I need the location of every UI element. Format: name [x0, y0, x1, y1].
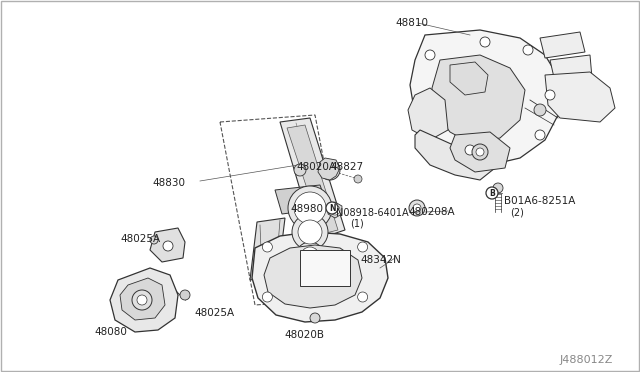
Circle shape	[180, 290, 190, 300]
Bar	[300, 250, 350, 286]
Polygon shape	[250, 218, 285, 280]
Circle shape	[298, 220, 322, 244]
Polygon shape	[275, 185, 328, 214]
Text: 48342N: 48342N	[360, 255, 401, 265]
Circle shape	[523, 45, 533, 55]
Circle shape	[534, 104, 546, 116]
Text: 48020A: 48020A	[296, 162, 336, 172]
Circle shape	[480, 37, 490, 47]
Circle shape	[137, 295, 147, 305]
Text: N08918-6401A: N08918-6401A	[336, 208, 408, 218]
Circle shape	[132, 290, 152, 310]
Text: 48827: 48827	[330, 162, 363, 172]
Text: 48025A: 48025A	[194, 308, 234, 318]
Polygon shape	[264, 245, 362, 308]
Circle shape	[288, 186, 332, 230]
Polygon shape	[408, 88, 448, 140]
Text: 48980: 48980	[290, 204, 323, 214]
Circle shape	[476, 148, 484, 156]
Circle shape	[292, 214, 328, 250]
Polygon shape	[415, 130, 495, 180]
Circle shape	[486, 187, 498, 199]
Circle shape	[535, 130, 545, 140]
Text: 48080: 48080	[94, 327, 127, 337]
Text: B: B	[489, 189, 495, 198]
Polygon shape	[287, 125, 338, 234]
Circle shape	[320, 160, 340, 180]
Circle shape	[425, 50, 435, 60]
Text: B01A6-8251A: B01A6-8251A	[504, 196, 575, 206]
Circle shape	[262, 292, 273, 302]
Circle shape	[325, 165, 335, 175]
Circle shape	[301, 247, 319, 265]
Circle shape	[465, 145, 475, 155]
Text: 48810: 48810	[395, 18, 428, 28]
Circle shape	[326, 202, 338, 214]
Text: (1): (1)	[350, 218, 364, 228]
Text: 48830: 48830	[152, 178, 185, 188]
Circle shape	[409, 200, 425, 216]
Circle shape	[163, 241, 173, 251]
Circle shape	[262, 242, 273, 252]
Circle shape	[296, 242, 324, 270]
Text: N: N	[329, 203, 335, 212]
Text: (2): (2)	[510, 207, 524, 217]
Polygon shape	[280, 118, 345, 240]
Polygon shape	[252, 232, 388, 322]
Circle shape	[472, 144, 488, 160]
Text: 48020B: 48020B	[284, 330, 324, 340]
Circle shape	[330, 205, 340, 215]
Text: 480208A: 480208A	[408, 207, 454, 217]
Circle shape	[294, 192, 326, 224]
Circle shape	[358, 242, 367, 252]
Circle shape	[310, 313, 320, 323]
Circle shape	[358, 292, 367, 302]
Polygon shape	[110, 268, 178, 332]
Polygon shape	[540, 32, 585, 58]
Circle shape	[545, 90, 555, 100]
Polygon shape	[150, 228, 185, 262]
Polygon shape	[550, 55, 592, 82]
Polygon shape	[120, 278, 165, 320]
Polygon shape	[328, 202, 342, 218]
Circle shape	[354, 175, 362, 183]
Circle shape	[493, 183, 503, 193]
Polygon shape	[450, 62, 488, 95]
Circle shape	[150, 236, 158, 244]
Circle shape	[413, 204, 421, 212]
Polygon shape	[432, 55, 525, 143]
Polygon shape	[410, 30, 560, 165]
Polygon shape	[450, 132, 510, 172]
Text: J488012Z: J488012Z	[560, 355, 613, 365]
Polygon shape	[318, 158, 340, 180]
Text: 48025A: 48025A	[120, 234, 160, 244]
Polygon shape	[545, 72, 615, 122]
Circle shape	[294, 164, 306, 176]
